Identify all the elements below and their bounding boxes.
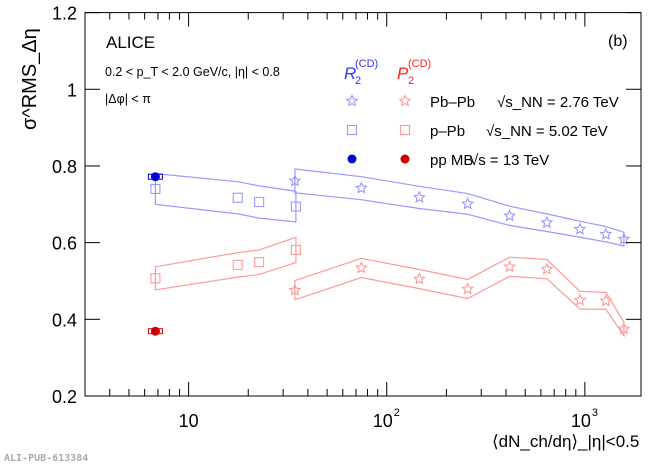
panel-label: (b) [608, 33, 628, 50]
x-axis-label: ⟨dN_ch/dη⟩_|η|<0.5 [492, 432, 639, 451]
data-point-star [573, 293, 587, 306]
y-tick-label: 1 [67, 80, 77, 100]
y-axis-label: σ^RMS_Δη [19, 28, 41, 130]
data-point-star [412, 272, 426, 285]
publication-id: ALI-PUB-613384 [4, 453, 88, 464]
y-tick-label: 1.2 [52, 4, 77, 24]
y-tick-label: 0.2 [52, 387, 77, 407]
legend-marker-p2 [400, 154, 410, 164]
data-point-star [288, 173, 302, 187]
legend-header-superscript: (CD) [355, 58, 378, 70]
legend-marker-r2 [346, 124, 358, 136]
data-point-square [254, 257, 265, 268]
legend-energy-label: √s = 13 TeV [470, 152, 549, 169]
data-point-square [150, 273, 161, 284]
plot-frame [84, 12, 642, 397]
data-markers [147, 172, 631, 336]
x-tick-label: 10 [179, 411, 199, 431]
data-point-star [288, 283, 302, 296]
data-point-star [412, 190, 426, 203]
data-point-circle [150, 326, 160, 336]
legend-marker-p2 [398, 94, 412, 107]
legend-entry: pp MB√s = 13 TeV [347, 152, 549, 169]
legend-header-p2: P 2 (CD) [397, 58, 431, 87]
data-point-star [617, 322, 631, 335]
data-point-star [503, 259, 517, 273]
data-point-star [617, 232, 631, 245]
legend-header-symbol: R [344, 64, 356, 83]
legend-header-symbol: P [397, 64, 409, 83]
legend-header-subscript: 2 [408, 75, 414, 87]
x-tick-exponent: 2 [394, 407, 400, 419]
legend-energy-label: √s_NN = 5.02 TeV [486, 123, 608, 140]
y-tick-label: 0.4 [52, 310, 77, 330]
experiment-label: ALICE [106, 33, 155, 52]
y-tick-label: 0.6 [52, 234, 77, 254]
legend-entry: p–Pb √s_NN = 5.02 TeV [346, 123, 608, 140]
x-tick-exponent: 3 [592, 407, 598, 419]
legend-entry: Pb–Pb √s_NN = 2.76 TeV [345, 94, 619, 111]
data-point-square [232, 192, 243, 203]
legend-header-subscript: 2 [355, 75, 361, 87]
legend-header-superscript: (CD) [408, 58, 431, 70]
sys-band-r2-p-pb [154, 172, 297, 223]
data-point-star [573, 222, 587, 235]
data-point-star [503, 208, 517, 222]
systematic-bands [154, 168, 625, 338]
data-point-square [290, 201, 301, 212]
data-point-star [599, 227, 613, 240]
legend-system-label: Pb–Pb [430, 94, 475, 111]
axes: 0.20.40.60.811.210 10 2 10 3 [52, 4, 642, 431]
data-point-square [290, 244, 301, 255]
legend-system-label: p–Pb [430, 123, 465, 140]
legend-system-label: pp MB [430, 152, 473, 169]
data-point-star [540, 215, 554, 229]
sys-band-r2-pb-pb [294, 168, 625, 247]
data-point-star [540, 262, 554, 275]
data-point-star [599, 293, 613, 307]
y-tick-label: 0.8 [52, 157, 77, 177]
legend-header-r2: R2 (CD) [344, 58, 378, 87]
data-point-star [354, 181, 368, 194]
legend-marker-r2 [345, 94, 359, 107]
data-point-star [354, 261, 368, 274]
dphi-cut-label: |Δφ| < π [105, 92, 151, 106]
sys-band-p2-p-pb [154, 236, 297, 291]
data-point-star [461, 196, 475, 210]
x-tick-label: 10 [373, 411, 393, 431]
data-point-circle [150, 172, 160, 182]
data-point-square [232, 259, 243, 270]
legend-marker-p2 [399, 124, 411, 136]
legend-marker-r2 [347, 154, 357, 164]
data-point-square [150, 183, 161, 195]
data-point-star [461, 282, 475, 295]
data-point-square [254, 196, 265, 208]
sys-band-p2-pb-pb [294, 256, 625, 338]
kinematic-cut-label: 0.2 < p_T < 2.0 GeV/c, |η| < 0.8 [105, 65, 280, 79]
x-tick-label: 10 [571, 411, 591, 431]
legend-energy-label: √s_NN = 2.76 TeV [497, 94, 619, 111]
